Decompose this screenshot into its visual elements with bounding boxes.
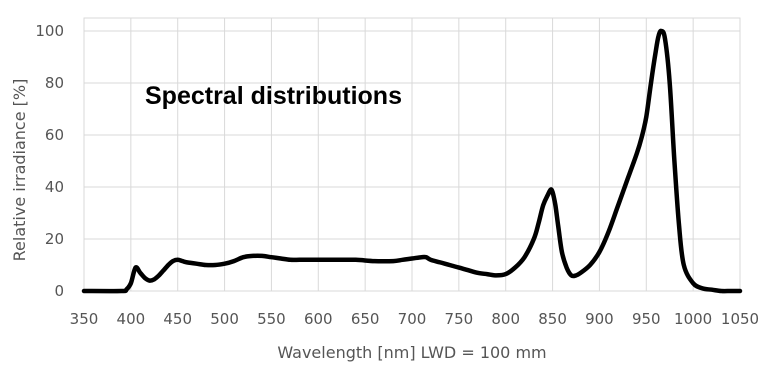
y-tick-label: 80	[45, 74, 64, 92]
x-tick-label: 850	[538, 310, 567, 328]
y-axis-title: Relative irradiance [%]	[10, 79, 29, 262]
x-tick-label: 550	[257, 310, 286, 328]
y-tick-label: 60	[45, 126, 64, 144]
spectrum-line	[81, 28, 743, 294]
x-tick-label: 500	[210, 310, 239, 328]
x-tick-label: 950	[632, 310, 661, 328]
x-tick-label: 450	[163, 310, 192, 328]
x-tick-label: 600	[304, 310, 333, 328]
x-tick-label: 1050	[721, 310, 759, 328]
x-axis-title: Wavelength [nm] LWD = 100 mm	[277, 343, 546, 362]
y-tick-label: 40	[45, 178, 64, 196]
x-tick-labels: 350 400 450 500 550 600 650 700 750 800 850 900 950 1…	[70, 310, 759, 328]
chart-title: Spectral distributions	[145, 82, 402, 110]
x-tick-label: 900	[585, 310, 614, 328]
x-tick-label: 750	[445, 310, 474, 328]
x-tick-label: 700	[398, 310, 427, 328]
x-tick-label: 400	[117, 310, 146, 328]
x-tick-label: 350	[70, 310, 99, 328]
y-tick-label: 20	[45, 230, 64, 248]
y-tick-label: 100	[35, 22, 64, 40]
x-tick-label: 800	[491, 310, 520, 328]
y-tick-label: 0	[54, 282, 64, 300]
x-tick-label: 650	[351, 310, 380, 328]
gridlines	[83, 17, 741, 292]
y-tick-labels: 0 20 40 60 80 100	[35, 22, 64, 300]
x-tick-label: 1000	[674, 310, 712, 328]
plot-area	[81, 28, 743, 294]
